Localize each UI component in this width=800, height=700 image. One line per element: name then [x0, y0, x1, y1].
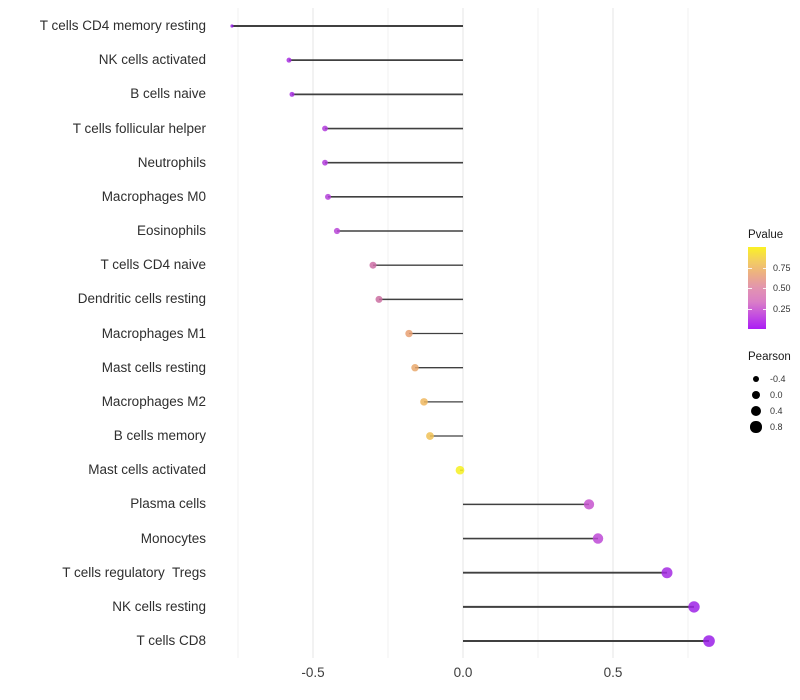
lollipop-point: [420, 398, 428, 406]
size-legend-label: 0.4: [770, 406, 783, 416]
y-axis-label: NK cells activated: [98, 52, 206, 68]
x-axis-tick-label: -0.5: [301, 665, 325, 680]
lollipop-point: [322, 125, 328, 132]
x-axis-tick-label: 0.5: [603, 665, 623, 680]
colorbar-tick-mark: [762, 288, 766, 289]
size-legend-label: 0.0: [770, 390, 783, 400]
lollipop-point: [369, 261, 377, 269]
colorbar-tick-mark: [748, 308, 752, 310]
y-axis-label: Eosinophils: [136, 223, 206, 239]
colorbar-tick-mark: [762, 308, 766, 310]
y-axis-label: Macrophages M0: [101, 188, 206, 204]
size-legend-dot: [751, 390, 761, 400]
pvalue-legend-title: Pvalue: [748, 229, 784, 241]
pvalue-colorbar: [748, 247, 766, 329]
y-axis-label: T cells CD4 memory resting: [39, 18, 206, 33]
lollipop-point: [289, 91, 295, 97]
lollipop-point: [230, 24, 234, 28]
lollipop-point: [322, 159, 328, 166]
y-axis-label: Neutrophils: [137, 154, 206, 170]
lollipop-point: [661, 567, 673, 579]
lollipop-point: [426, 432, 434, 440]
lollipop-point: [375, 295, 383, 303]
colorbar-tick-mark: [748, 267, 752, 269]
y-axis-label: Monocytes: [140, 530, 206, 546]
y-axis-label: B cells memory: [113, 428, 206, 444]
size-legend-dot: [752, 375, 760, 383]
lollipop-point: [592, 533, 604, 544]
lollipop-point: [405, 329, 413, 338]
size-legend-dot: [750, 421, 762, 433]
y-axis-label: NK cells resting: [112, 598, 206, 614]
size-legend-label: -0.4: [770, 374, 786, 384]
y-axis-label: T cells CD8: [136, 633, 206, 649]
colorbar-tick-mark: [748, 288, 752, 289]
lollipop-point: [411, 364, 419, 372]
y-axis-label: Dendritic cells resting: [77, 291, 206, 307]
colorbar-tick-label: 0.75: [773, 262, 791, 273]
x-axis-tick-label: 0.0: [453, 665, 473, 680]
lollipop-point: [333, 227, 341, 235]
colorbar-tick-label: 0.25: [773, 303, 791, 314]
lollipop-point: [455, 465, 465, 475]
lollipop-point: [688, 601, 700, 613]
lollipop-point: [583, 499, 595, 510]
y-axis-label: B cells naive: [130, 86, 206, 102]
lollipop-point: [703, 635, 715, 647]
pearson-legend-title: Pearson: [748, 351, 791, 363]
colorbar-tick-mark: [762, 267, 766, 269]
y-axis-label: T cells regulatory Tregs: [62, 564, 206, 580]
lollipop-point: [286, 57, 292, 63]
y-axis-label: T cells follicular helper: [72, 120, 206, 136]
y-axis-label: Macrophages M2: [101, 393, 206, 409]
size-legend-label: 0.8: [770, 422, 783, 432]
y-axis-label: Mast cells resting: [101, 359, 206, 375]
y-axis-label: Plasma cells: [130, 496, 206, 512]
lollipop-point: [325, 193, 331, 200]
y-axis-label: Macrophages M1: [101, 325, 206, 341]
size-legend-dot: [751, 406, 761, 416]
colorbar-tick-label: 0.50: [773, 283, 791, 293]
y-axis-label: Mast cells activated: [88, 462, 206, 478]
y-axis-label: T cells CD4 naive: [100, 257, 206, 273]
